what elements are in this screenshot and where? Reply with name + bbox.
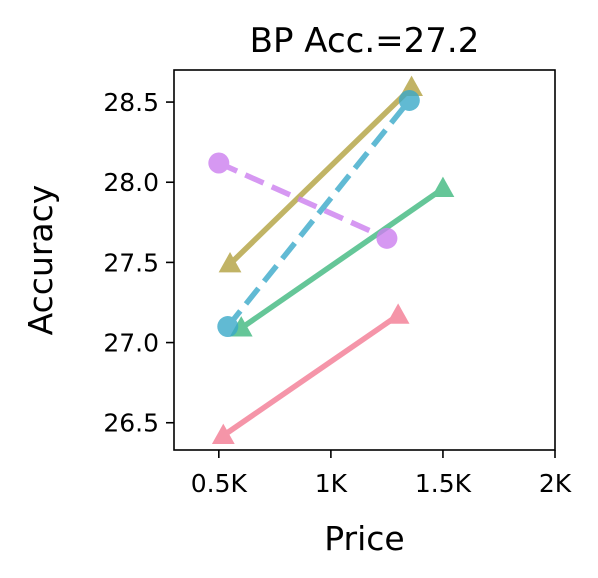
series-layer (208, 75, 455, 444)
series-line (225, 98, 412, 329)
series-4 (208, 152, 398, 249)
chart-title: BP Acc.=27.2 (250, 21, 480, 61)
y-tick-label: 28.5 (103, 88, 159, 117)
ticks-layer: 0.5K 1K 1.5K 2K 26.5 27.0 27.5 28.0 28.5 (103, 88, 571, 498)
x-tick-label: 1K (315, 469, 348, 498)
series-1 (211, 303, 410, 444)
y-axis-label: Accuracy (21, 185, 60, 336)
series-5 (217, 89, 420, 338)
data-point (431, 176, 455, 198)
x-tick-label: 0.5K (191, 469, 248, 498)
y-tick-label: 27.5 (103, 248, 159, 277)
x-axis-label: Price (324, 519, 405, 558)
series-line (239, 186, 445, 331)
x-tick-label: 1.5K (415, 469, 472, 498)
series-line (217, 160, 389, 241)
plot-frame (173, 69, 556, 451)
series-2 (229, 176, 455, 337)
data-point (386, 303, 410, 324)
series-line (228, 85, 414, 266)
y-tick-label: 28.0 (103, 168, 159, 197)
series-line (221, 313, 400, 438)
x-tick-label: 2K (539, 469, 572, 498)
data-point (208, 152, 230, 174)
data-point (376, 227, 398, 249)
data-point (217, 316, 239, 338)
data-point (211, 423, 235, 444)
y-tick-label: 27.0 (103, 329, 159, 358)
y-tick-label: 26.5 (103, 409, 159, 438)
data-point (398, 89, 420, 111)
data-point (218, 252, 242, 273)
